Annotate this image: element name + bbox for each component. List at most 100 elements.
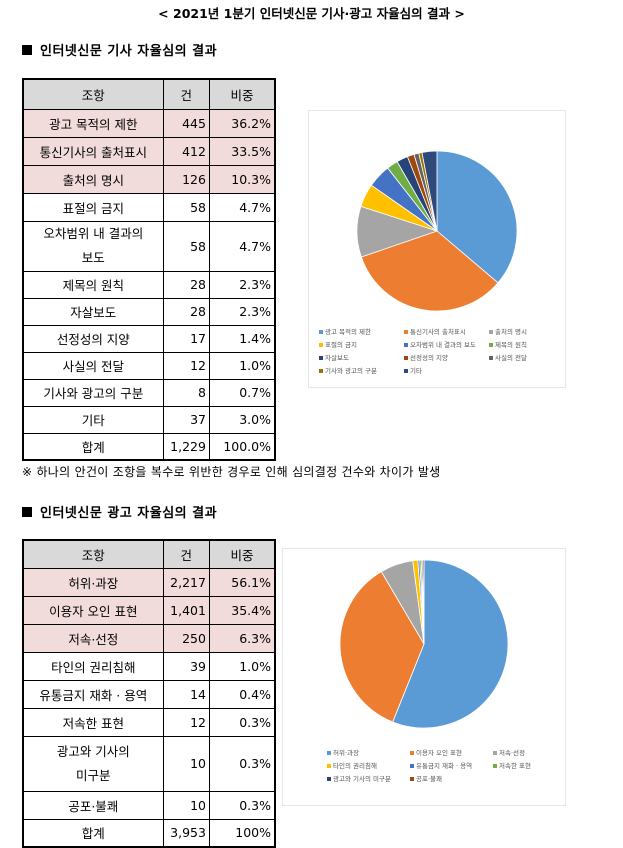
- legend-label: 출처의 명시: [495, 328, 527, 336]
- count-cell: 39: [162, 651, 210, 681]
- legend-swatch: [489, 356, 493, 360]
- clause-cell: 유통금지 재화 · 용역: [22, 679, 164, 709]
- share-cell: 1.0%: [208, 651, 276, 681]
- count-cell: 10: [162, 735, 210, 792]
- share-cell: 36.2%: [208, 108, 276, 138]
- legend-item: 오차범위 내 결과의 보도: [404, 339, 476, 349]
- pie-slice: [392, 559, 509, 729]
- clause-cell: 타인의 권리침해: [22, 651, 164, 681]
- count-cell: 28: [162, 297, 210, 326]
- count-cell: 14: [162, 679, 210, 709]
- footnote: ※ 하나의 안건이 조항을 복수로 위반한 경우로 인해 심의결정 건수와 차이…: [22, 465, 441, 479]
- count-cell: 12: [162, 351, 210, 380]
- legend-label: 유통금지 재화 · 용역: [416, 762, 473, 770]
- count-cell: 17: [162, 324, 210, 353]
- clause-cell: 저속·선정: [22, 623, 164, 653]
- page-title: < 2021년 1분기 인터넷신문 기사·광고 자율심의 결과 >: [158, 6, 465, 21]
- legend-item: 출처의 명시: [489, 326, 527, 336]
- legend-item: 저속·선정: [493, 747, 525, 757]
- legend-label: 저속·선정: [499, 749, 525, 757]
- table-row: 이용자 오인 표현 1,401 35.4%: [22, 595, 276, 625]
- clause-line-2: 보도: [81, 250, 105, 265]
- pie-slice: [360, 230, 499, 312]
- legend-label: 통신기사의 출처표시: [410, 328, 466, 336]
- share-cell: 1.4%: [208, 324, 276, 353]
- legend-item: 광고와 기사의 미구분: [327, 773, 391, 783]
- clause-cell: 허위·과장: [22, 567, 164, 597]
- table-row: 광고 목적의 제한 445 36.2%: [22, 108, 276, 138]
- legend-item: 저속한 표현: [493, 760, 531, 770]
- legend-label: 허위·과장: [333, 749, 359, 757]
- count-cell: 8: [162, 378, 210, 407]
- count-cell: 건: [162, 539, 210, 569]
- clause-cell: 공포·불쾌: [22, 790, 164, 820]
- legend-item: 이용자 오인 표현: [410, 747, 462, 757]
- legend-item: 광고 목적의 제한: [319, 326, 371, 336]
- table-row: 오차범위 내 결과의 보도 58 4.7%: [22, 220, 276, 272]
- article-review-table: 조항 건 비중 광고 목적의 제한 445 36.2% 통신기사의 출처표시 412 33.5%…: [22, 78, 276, 461]
- clause-line-1: 오차범위 내 결과의: [43, 226, 144, 241]
- table-row: 저속한 표현 12 0.3%: [22, 707, 276, 737]
- count-cell: 28: [162, 270, 210, 299]
- share-cell: 0.4%: [208, 679, 276, 709]
- legend-item: 타인의 권리침해: [327, 760, 377, 770]
- share-cell: 100.0%: [208, 432, 276, 461]
- table-row: 자살보도 28 2.3%: [22, 297, 276, 326]
- table-row: 저속·선정 250 6.3%: [22, 623, 276, 653]
- legend-item: 통신기사의 출처표시: [404, 326, 466, 336]
- share-cell: 비중: [208, 78, 276, 110]
- clause-cell: 조항: [22, 78, 164, 110]
- share-cell: 35.4%: [208, 595, 276, 625]
- clause-cell: 조항: [22, 539, 164, 569]
- clause-cell: 합계: [22, 432, 164, 461]
- legend-item: 선정성의 지양: [404, 352, 448, 362]
- legend-swatch: [319, 330, 323, 334]
- share-cell: 4.7%: [208, 192, 276, 222]
- legend-swatch: [404, 330, 408, 334]
- share-cell: 4.7%: [208, 220, 276, 272]
- legend-label: 제목의 원칙: [495, 341, 527, 349]
- legend-swatch: [410, 751, 414, 755]
- legend-label: 광고 목적의 제한: [325, 328, 371, 336]
- count-cell: 445: [162, 108, 210, 138]
- section1-heading: 인터넷신문 기사 자율심의 결과: [22, 40, 217, 59]
- clause-line-1: 광고와 기사의: [56, 743, 130, 759]
- table-header-row: 조항 건 비중: [22, 78, 276, 110]
- legend-swatch: [404, 356, 408, 360]
- count-cell: 37: [162, 405, 210, 434]
- table-row: 제목의 원칙 28 2.3%: [22, 270, 276, 299]
- ad-review-table: 조항 건 비중 허위·과장 2,217 56.1% 이용자 오인 표현 1,401 35.4% 저…: [22, 539, 276, 848]
- share-cell: 6.3%: [208, 623, 276, 653]
- table-row: 사실의 전달 12 1.0%: [22, 351, 276, 380]
- count-cell: 58: [162, 192, 210, 222]
- clause-cell: 기타: [22, 405, 164, 434]
- share-cell: 0.3%: [208, 790, 276, 820]
- article-pie-svg: [356, 150, 518, 312]
- legend-swatch: [327, 764, 331, 768]
- share-cell: 0.3%: [208, 735, 276, 792]
- legend-label: 기사와 광고의 구분: [325, 367, 377, 375]
- bullet-square-icon: [22, 507, 32, 517]
- table-row: 허위·과장 2,217 56.1%: [22, 567, 276, 597]
- clause-cell: 기사와 광고의 구분: [22, 378, 164, 407]
- article-pie-chart: 광고 목적의 제한 통신기사의 출처표시 출처의 명시 표절의 금지 오차범위 내 결과…: [308, 110, 566, 388]
- pie-slice: [421, 150, 438, 232]
- table-row: 통신기사의 출처표시 412 33.5%: [22, 136, 276, 166]
- share-cell: 2.3%: [208, 297, 276, 326]
- legend-label: 광고와 기사의 미구분: [333, 775, 391, 783]
- clause-cell: 이용자 오인 표현: [22, 595, 164, 625]
- legend-swatch: [319, 369, 323, 373]
- share-cell: 0.7%: [208, 378, 276, 407]
- ad-pie-svg: [339, 559, 509, 729]
- pie-slice: [436, 150, 518, 284]
- share-cell: 2.3%: [208, 270, 276, 299]
- clause-cell: 광고와 기사의 미구분: [22, 735, 164, 792]
- share-cell: 비중: [208, 539, 276, 569]
- share-cell: 33.5%: [208, 136, 276, 166]
- legend-label: 공포·불쾌: [416, 775, 442, 783]
- count-cell: 1,401: [162, 595, 210, 625]
- clause-cell: 저속한 표현: [22, 707, 164, 737]
